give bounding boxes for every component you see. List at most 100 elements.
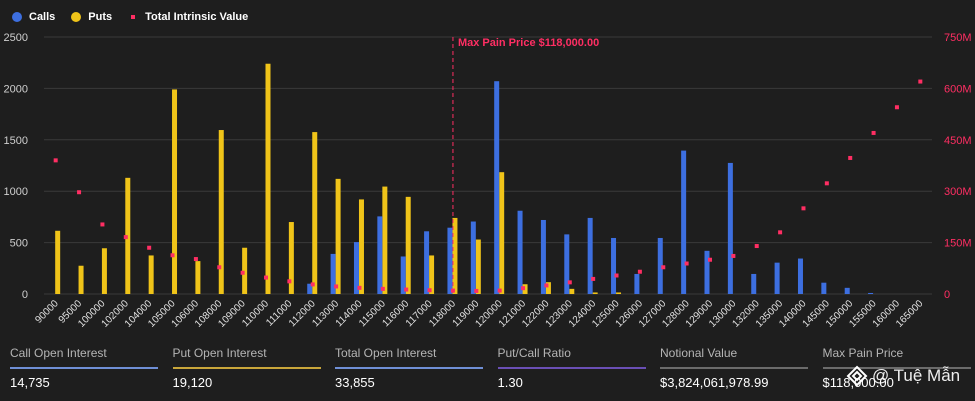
stat-total-open-interest: Total Open Interest 33,855 [325,338,488,401]
watermark-text: @ Tuệ Mẫn [872,366,961,385]
legend-item-puts[interactable]: Puts [71,11,112,23]
y-right-tick-label: 750M [944,32,972,44]
call-bar [353,242,359,294]
put-bar [172,89,178,294]
calls-swatch-icon [12,12,22,22]
stat-notional-value: Notional Value $3,824,061,978.99 [650,338,813,401]
x-tick-label: 90000 [33,298,61,326]
put-bar [335,178,341,294]
y-left-tick-label: 1500 [4,135,28,147]
call-bar [727,162,733,294]
intrinsic-marker [334,284,339,289]
intrinsic-marker [474,288,479,293]
call-bar [681,150,687,294]
legend-item-calls[interactable]: Calls [12,11,55,23]
call-bar [447,227,453,294]
intrinsic-marker [614,273,619,278]
put-bar [358,199,364,294]
call-bar [564,234,570,294]
legend-puts-label: Puts [88,11,113,23]
stat-value: 33,855 [335,375,375,390]
y-left-tick-label: 2500 [4,32,28,44]
put-bar [592,292,598,294]
put-bar [452,217,458,294]
stat-max-pain-price: Max Pain Price $118,000.00 [813,338,975,401]
put-bar [475,239,481,294]
intrinsic-marker [731,253,736,258]
stat-value: 19,120 [172,375,213,390]
put-bar [288,222,294,294]
call-bar [797,258,803,294]
intrinsic-marker [264,275,268,280]
stat-value: $3,824,061,978.99 [660,375,769,390]
call-bar [470,221,476,294]
stat-underline [822,367,971,369]
stat-put-open-interest: Put Open Interest 19,120 [163,338,326,401]
call-bar [868,292,874,294]
stat-label: Put/Call Ratio [497,346,571,360]
open-interest-chart: 0 500 1000 1500 2000 2500 0 150M 300M 450M 600M 750… [4,32,972,330]
stat-underline [10,367,158,369]
stat-value: 14,735 [10,375,50,390]
intrinsic-marker [170,253,175,258]
intrinsic-marker [497,288,502,293]
call-bar [400,256,406,294]
intrinsic-marker [427,288,432,293]
intrinsic-marker [287,279,292,284]
x-tick-label: 165000 [894,298,926,330]
call-bar [844,287,850,294]
legend-calls-label: Calls [29,11,56,23]
call-bar [587,217,593,294]
intrinsic-marker [217,265,222,270]
y-left-tick-label: 0 [22,289,28,301]
call-bar [494,81,500,294]
y-right-tick-label: 450M [944,135,972,147]
call-bar [657,237,663,294]
intrinsic-marker [123,235,128,240]
y-right-tick-label: 0 [944,289,950,301]
diamond-logo-icon [846,365,868,387]
intrinsic-marker [754,244,759,249]
legend-intrinsic-label: Total Intrinsic Value [145,11,249,23]
intrinsic-marker [380,286,385,291]
intrinsic-marker [193,257,198,262]
intrinsic-marker [310,282,315,287]
put-bar [195,261,201,294]
stat-label: Put Open Interest [172,346,267,360]
chart-legend: Calls Puts Total Intrinsic Value [12,8,248,26]
intrinsic-marker [708,257,712,262]
intrinsic-marker [684,261,689,266]
intrinsic-marker [637,269,642,274]
max-pain-annotation: Max Pain Price $118,000.00 [458,37,599,49]
intrinsic-marker [544,283,549,288]
call-bar [517,210,523,294]
intrinsic-marker [53,158,58,163]
call-bar [377,216,383,294]
intrinsic-marker [871,130,876,135]
legend-item-intrinsic[interactable]: Total Intrinsic Value [128,11,248,23]
y-left-tick-label: 500 [10,238,28,250]
y-left-tick-label: 2000 [4,83,28,95]
call-bar [704,250,710,294]
call-bar [330,253,336,294]
intrinsic-marker [661,265,666,270]
put-bar [569,288,575,294]
intrinsic-marker [778,230,783,235]
intrinsic-marker [147,245,152,250]
y-right-tick-label: 150M [944,238,972,250]
puts-swatch-icon [71,12,82,22]
put-bar [218,130,224,294]
call-bar [821,282,827,294]
call-bar [634,273,640,294]
y-right-tick-label: 300M [944,186,972,198]
stat-underline [172,367,321,369]
stat-put-call-ratio: Put/Call Ratio 1.30 [488,338,651,401]
intrinsic-marker [100,222,105,227]
call-bar [540,219,546,294]
call-bar [307,283,313,294]
intrinsic-marker [801,206,806,211]
intrinsic-marker [567,280,572,285]
stat-label: Notional Value [660,346,738,360]
put-bar [382,186,388,294]
y-left-tick-label: 1000 [4,186,28,198]
